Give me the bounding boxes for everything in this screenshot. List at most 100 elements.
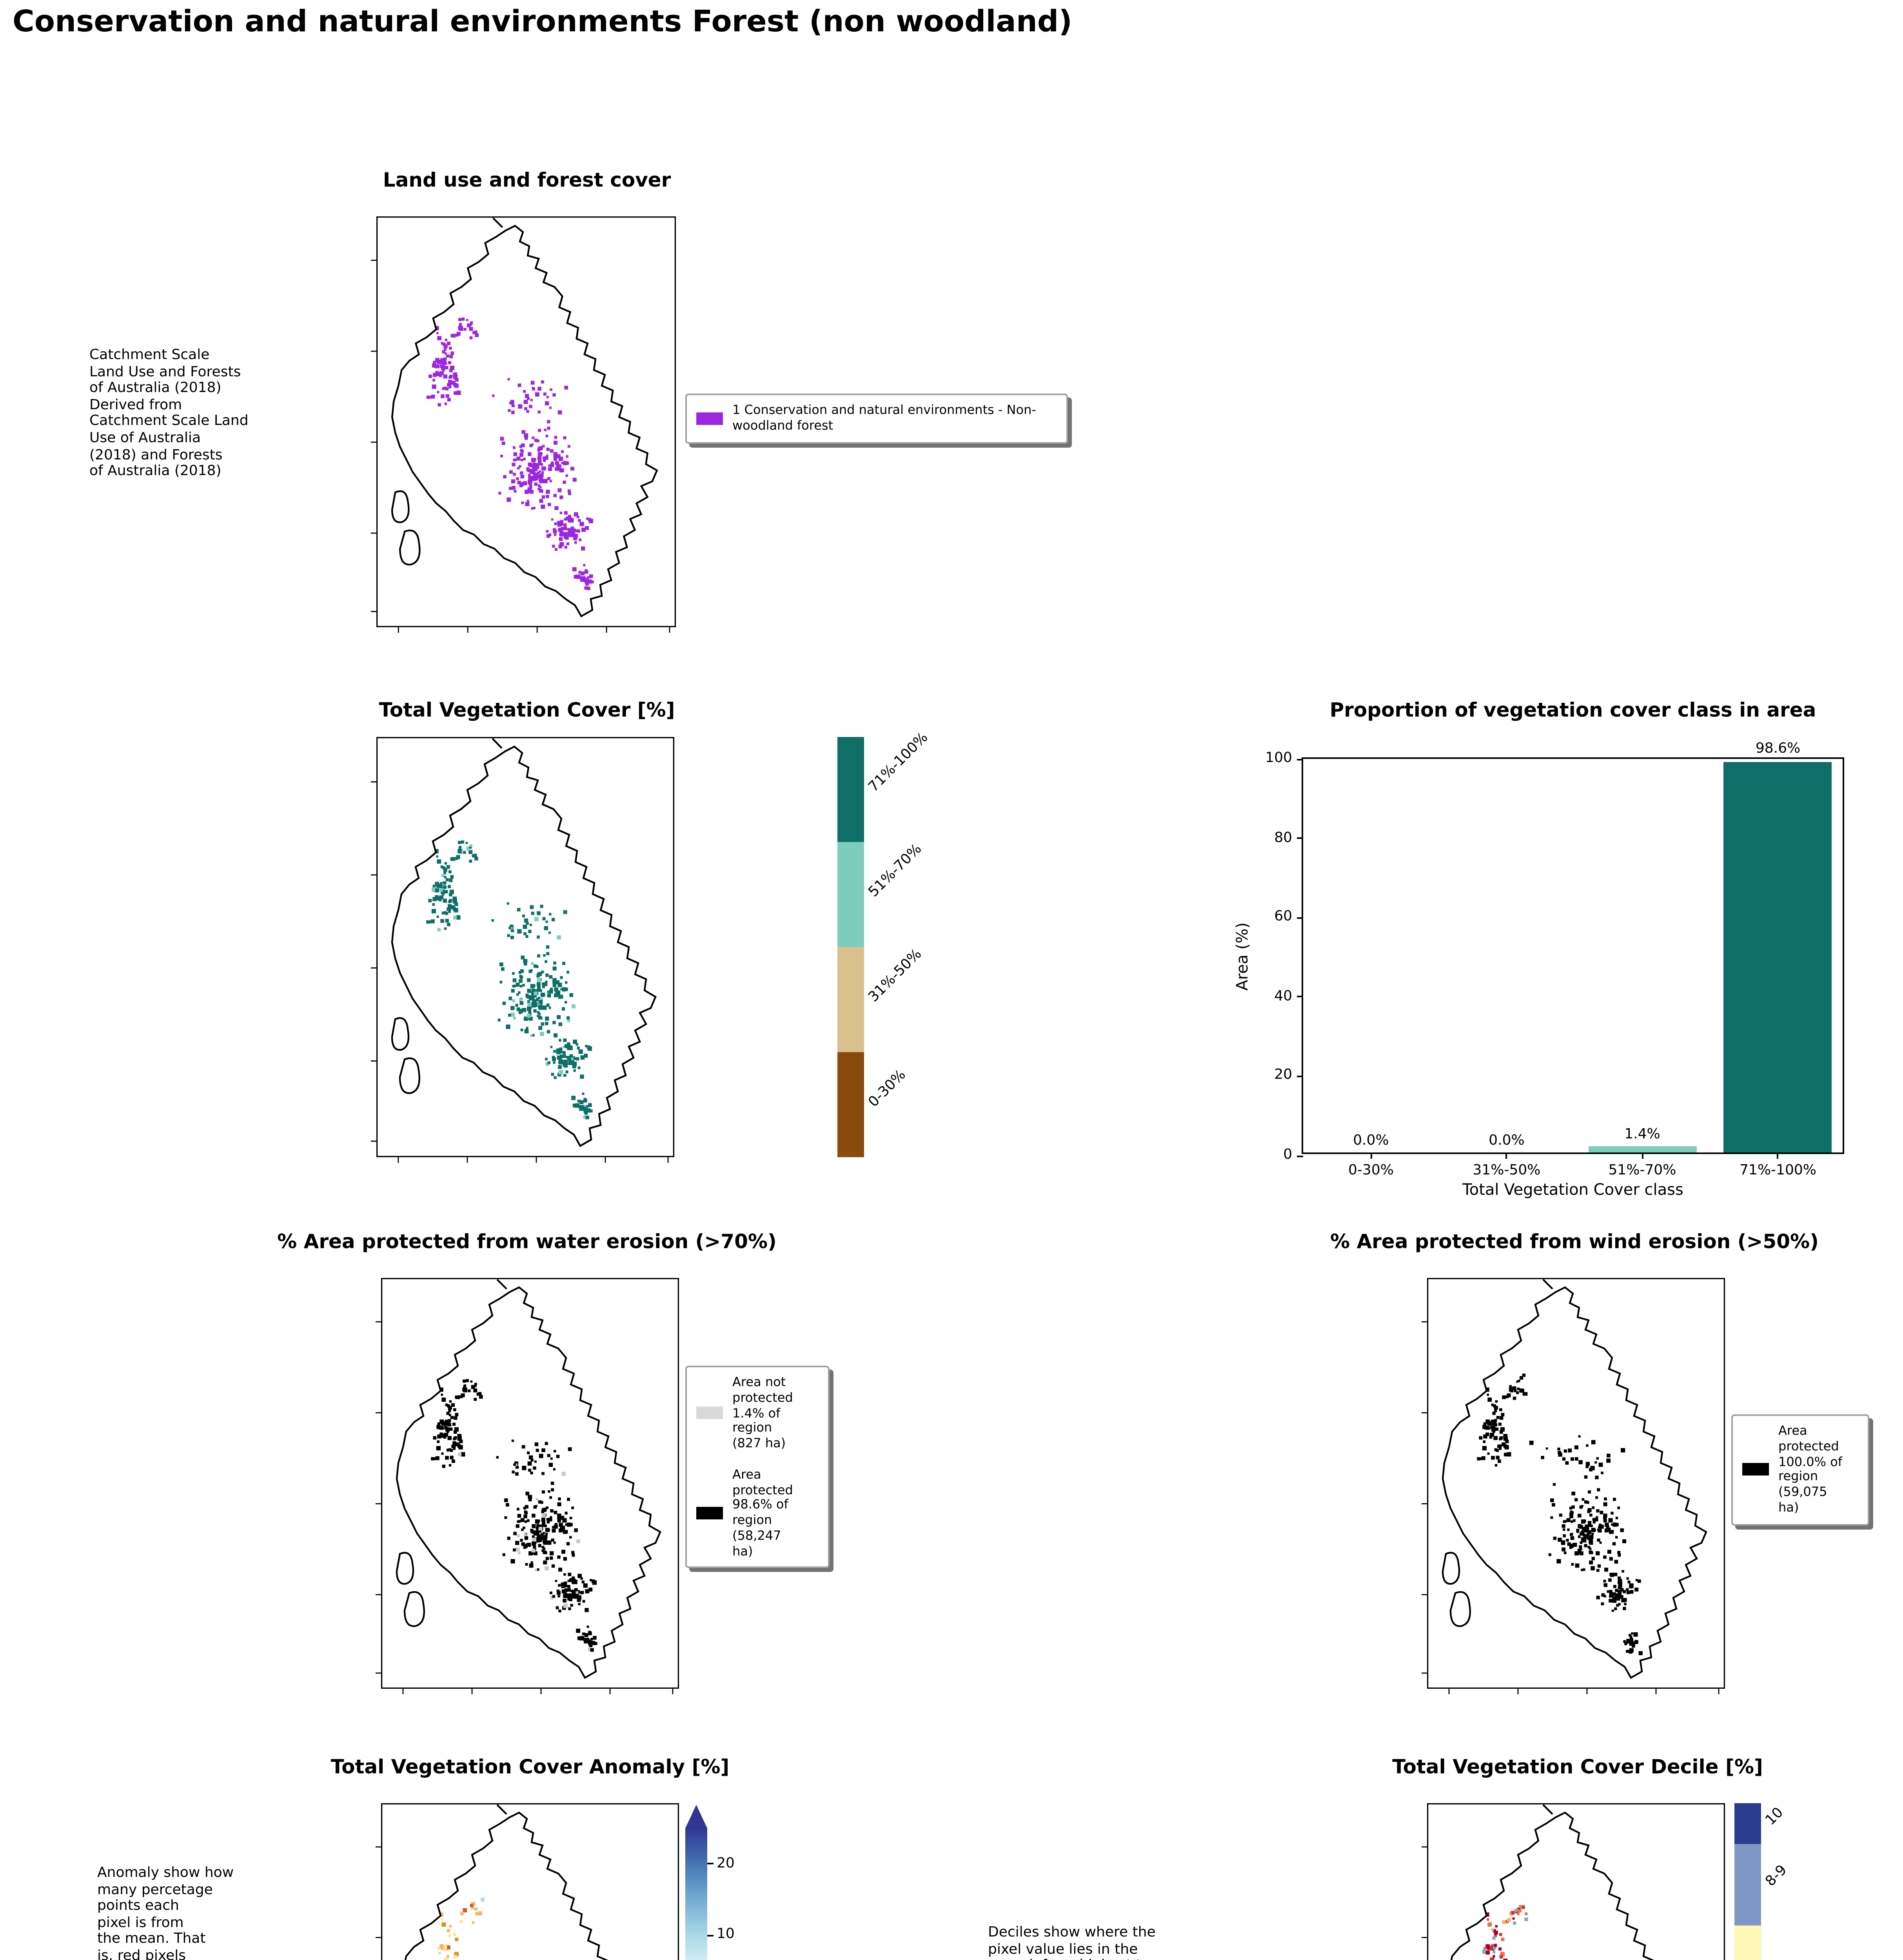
decile-colorbar: 108-94-72-31 [1734, 1803, 1791, 1960]
map-frame [381, 1278, 679, 1689]
landuse-legend-swatch [696, 412, 723, 425]
vegcover-colorbar-label: 71%-100% [866, 730, 932, 795]
y-tick [1297, 996, 1303, 998]
anomaly-caption: Anomaly show how many percetage points e… [97, 1866, 234, 1960]
x-tick-label: 0-30% [1348, 1163, 1394, 1179]
map-ticks [376, 1846, 381, 1938]
vegcover-colorbar: 71%-100% 51%-70% 31%-50% 0-30% [837, 730, 932, 1157]
x-tick-label: 51%-70% [1608, 1163, 1676, 1179]
catchment-outline [1443, 1805, 1706, 1960]
map-patches [1477, 1374, 1643, 1655]
y-tick [1297, 758, 1303, 760]
anomaly-tick [707, 1935, 714, 1936]
x-tick-label: 31%-50% [1473, 1163, 1541, 1179]
area-protected-swatch [1742, 1463, 1769, 1476]
decile-colorbar-segment [1734, 1844, 1761, 1926]
bar-value-label: 0.0% [1489, 1133, 1525, 1149]
vegcover-colorbar-label: 51%-70% [866, 841, 926, 900]
map-ticks [1422, 1846, 1427, 1938]
bar-chart-xlabel: Total Vegetation Cover class [1462, 1182, 1683, 1200]
map-ticks [1422, 1321, 1720, 1694]
map-frame [381, 1803, 679, 1960]
vegcover-colorbar-label: 0-30% [866, 1067, 910, 1111]
decile-caption: Deciles show where the pixel value lies … [988, 1926, 1156, 1960]
map-patches [426, 840, 593, 1120]
x-tick [1370, 1152, 1372, 1159]
bar-71%-100% [1723, 761, 1832, 1152]
y-tick [1297, 1155, 1303, 1156]
map-patches [437, 1898, 485, 1960]
y-tick [1297, 837, 1303, 839]
y-tick-label: 60 [1274, 909, 1292, 926]
catchment-outline [392, 218, 657, 616]
landuse-caption: Catchment Scale Land Use and Forests of … [89, 348, 249, 481]
x-tick-label: 71%-100% [1740, 1163, 1816, 1179]
bar-value-label: 98.6% [1755, 742, 1801, 758]
bar-chart-plot: 0 20 40 60 80 100 0.0% 0-30% 0.0% 31%-50% 1.4% 51%-… [1265, 742, 1844, 1179]
colorbar-gradient: 20100−10−20 [685, 1828, 735, 1960]
landuse-legend: 1 Conservation and natural environments … [685, 394, 1068, 443]
anomaly-tick-label: 20 [717, 1856, 735, 1872]
y-tick-label: 0 [1283, 1148, 1292, 1163]
vegcover-colorbar-segment [837, 1052, 864, 1157]
vegcover-colorbar-label: 31%-50% [866, 946, 926, 1005]
decile-map [1422, 1803, 1725, 1960]
map-patches [1482, 1905, 1528, 1960]
landuse-map [370, 216, 676, 633]
water-title: % Area protected from water erosion (>70… [277, 1229, 777, 1253]
bar-chart-ylabel: Area (%) [1235, 922, 1252, 991]
map-ticks [370, 260, 670, 633]
decile-colorbar-label: 10 [1763, 1805, 1787, 1829]
decile-colorbar-segment [1734, 1926, 1761, 1960]
anomaly-tick [707, 1863, 714, 1865]
x-tick [1642, 1152, 1643, 1159]
y-tick-label: 80 [1274, 830, 1292, 846]
vegcover-map [371, 737, 674, 1163]
y-tick-label: 20 [1274, 1068, 1292, 1084]
area-not-protected-label: Area not protected 1.4% of region (827 h… [732, 1375, 793, 1450]
wind-erosion-map [1422, 1278, 1725, 1694]
catchment-outline [392, 739, 656, 1146]
area-protected-label: Area protected 98.6% of region (58,247 h… [732, 1467, 793, 1558]
decile-title: Total Vegetation Cover Decile [%] [1392, 1755, 1763, 1778]
map-frame [376, 737, 674, 1158]
area-protected-label: Area protected 100.0% of region (59,075 … [1778, 1424, 1843, 1514]
anomaly-map [376, 1803, 679, 1960]
area-not-protected-swatch [696, 1407, 723, 1420]
bar-chart-title: Proportion of vegetation cover class in … [1329, 698, 1816, 721]
wind-erosion-legend: Area protected 100.0% of region (59,075 … [1731, 1414, 1869, 1525]
y-tick-label: 40 [1274, 989, 1292, 1005]
decile-colorbar-segment [1734, 1803, 1761, 1844]
vegcover-colorbar-segment [837, 737, 864, 842]
map-patches [426, 318, 594, 590]
landuse-legend-label: 1 Conservation and natural environments … [732, 403, 1036, 432]
y-tick [1297, 1075, 1303, 1077]
x-tick [1506, 1152, 1507, 1159]
water-erosion-map [376, 1278, 679, 1694]
page-title: Conservation and natural environments Fo… [13, 5, 1072, 39]
catchment-outline [397, 1279, 660, 1678]
bar-value-label: 0.0% [1353, 1133, 1389, 1149]
bar-51%-70% [1588, 1147, 1697, 1152]
x-tick [1777, 1152, 1779, 1159]
area-protected-swatch [696, 1507, 723, 1519]
decile-colorbar-label: 8-9 [1763, 1863, 1791, 1891]
map-patches [431, 1379, 597, 1652]
vegcover-title: Total Vegetation Cover [%] [379, 698, 675, 721]
map-frame [1427, 1803, 1725, 1960]
catchment-outline [1443, 1279, 1706, 1678]
anomaly-colorbar: 20100−10−20 [685, 1805, 735, 1960]
y-tick-label: 100 [1265, 751, 1292, 767]
map-frame [1427, 1278, 1725, 1689]
map-frame [376, 216, 676, 628]
vegcover-colorbar-segment [837, 947, 864, 1052]
bar-value-label: 1.4% [1624, 1127, 1660, 1143]
catchment-outline [397, 1805, 660, 1960]
map-ticks [376, 1321, 674, 1694]
colorbar-arrow-up-icon [685, 1805, 707, 1828]
anomaly-title: Total Vegetation Cover Anomaly [%] [330, 1755, 730, 1778]
vegcover-colorbar-segment [837, 842, 864, 947]
map-ticks [371, 781, 669, 1163]
wind-title: % Area protected from wind erosion (>50%… [1330, 1229, 1819, 1253]
